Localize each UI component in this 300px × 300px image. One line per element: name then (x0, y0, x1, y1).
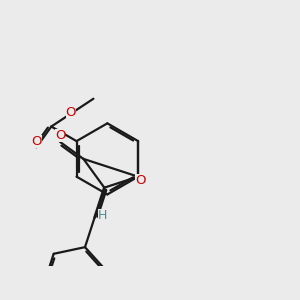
Text: O: O (135, 174, 146, 187)
Text: O: O (31, 135, 42, 148)
Text: O: O (66, 106, 76, 119)
Text: H: H (98, 209, 107, 222)
Text: O: O (55, 129, 65, 142)
